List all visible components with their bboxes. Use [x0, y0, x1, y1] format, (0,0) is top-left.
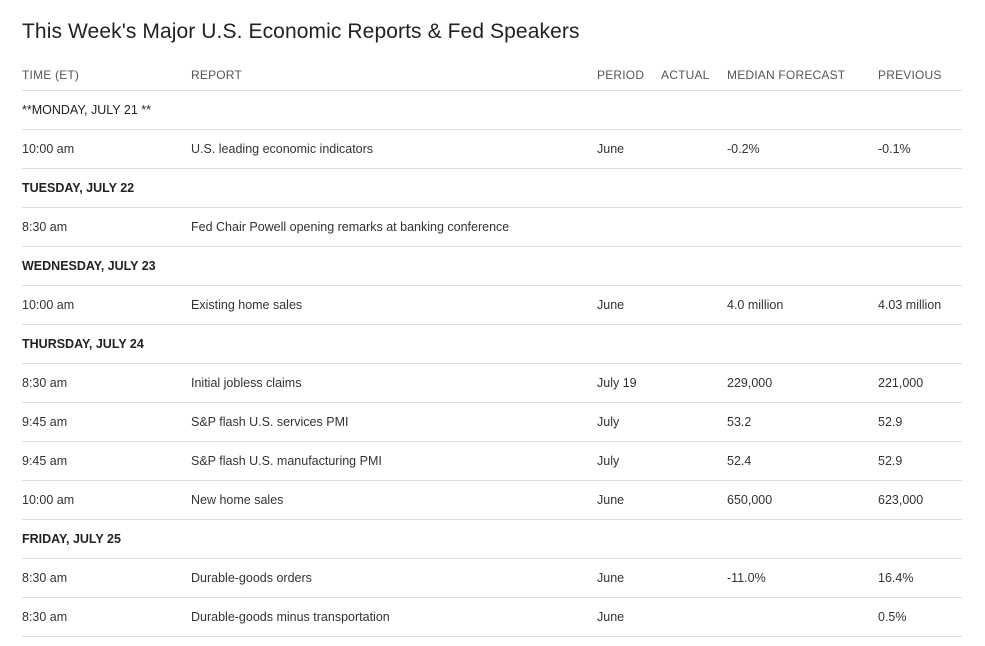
- cell-previous: 4.03 million: [878, 285, 962, 325]
- cell-median: 53.2: [727, 402, 878, 442]
- table-row: 9:45 am S&P flash U.S. manufacturing PMI J…: [22, 441, 962, 481]
- cell-actual: [661, 558, 727, 598]
- column-header-period: PERIOD: [597, 59, 661, 91]
- table-row: 10:00 am Existing home sales June 4.0 milli…: [22, 285, 962, 325]
- cell-time: 8:30 am: [22, 597, 191, 637]
- cell-period: June: [597, 129, 661, 169]
- economic-reports-table: TIME (ET) REPORT PERIOD ACTUAL MEDIAN FO…: [22, 59, 962, 637]
- cell-period: June: [597, 285, 661, 325]
- day-label: FRIDAY, JULY 25: [22, 519, 962, 559]
- column-header-actual: ACTUAL: [661, 59, 727, 91]
- cell-report: Initial jobless claims: [191, 363, 597, 403]
- cell-report: Durable-goods minus transportation: [191, 597, 597, 637]
- cell-previous: 16.4%: [878, 558, 962, 598]
- cell-report: U.S. leading economic indicators: [191, 129, 597, 169]
- table-row: 10:00 am U.S. leading economic indicators…: [22, 129, 962, 169]
- cell-median: 650,000: [727, 480, 878, 520]
- cell-time: 10:00 am: [22, 285, 191, 325]
- cell-previous: 0.5%: [878, 597, 962, 637]
- cell-actual: [661, 480, 727, 520]
- day-label: WEDNESDAY, JULY 23: [22, 246, 962, 286]
- day-header-row: WEDNESDAY, JULY 23: [22, 246, 962, 286]
- cell-median: -0.2%: [727, 129, 878, 169]
- cell-time: 10:00 am: [22, 480, 191, 520]
- day-header-row: **MONDAY, JULY 21 **: [22, 90, 962, 130]
- cell-median: 229,000: [727, 363, 878, 403]
- cell-previous: 52.9: [878, 441, 962, 481]
- cell-actual: [661, 441, 727, 481]
- cell-report: S&P flash U.S. services PMI: [191, 402, 597, 442]
- cell-median: 4.0 million: [727, 285, 878, 325]
- cell-period: July 19: [597, 363, 661, 403]
- table-row: 9:45 am S&P flash U.S. services PMI July 53…: [22, 402, 962, 442]
- day-label: THURSDAY, JULY 24: [22, 324, 962, 364]
- table-header-row: TIME (ET) REPORT PERIOD ACTUAL MEDIAN FO…: [22, 59, 962, 91]
- page-title: This Week's Major U.S. Economic Reports …: [22, 20, 580, 43]
- cell-actual: [661, 285, 727, 325]
- cell-median: [727, 207, 878, 247]
- table-row: 8:30 am Initial jobless claims July 19 229,…: [22, 363, 962, 403]
- cell-median: 52.4: [727, 441, 878, 481]
- cell-period: [597, 207, 661, 247]
- cell-actual: [661, 597, 727, 637]
- cell-period: July: [597, 441, 661, 481]
- cell-report: New home sales: [191, 480, 597, 520]
- day-header-row: FRIDAY, JULY 25: [22, 519, 962, 559]
- cell-time: 9:45 am: [22, 402, 191, 442]
- cell-actual: [661, 363, 727, 403]
- column-header-time: TIME (ET): [22, 59, 191, 91]
- cell-time: 9:45 am: [22, 441, 191, 481]
- day-label: TUESDAY, JULY 22: [22, 168, 962, 208]
- cell-report: Existing home sales: [191, 285, 597, 325]
- cell-report: Durable-goods orders: [191, 558, 597, 598]
- table-row: 8:30 am Fed Chair Powell opening remarks …: [22, 207, 962, 247]
- cell-previous: 52.9: [878, 402, 962, 442]
- cell-actual: [661, 129, 727, 169]
- cell-period: June: [597, 558, 661, 598]
- cell-period: June: [597, 480, 661, 520]
- cell-report: Fed Chair Powell opening remarks at bank…: [191, 207, 597, 247]
- day-header-row: THURSDAY, JULY 24: [22, 324, 962, 364]
- column-header-report: REPORT: [191, 59, 597, 91]
- cell-period: June: [597, 597, 661, 637]
- cell-time: 8:30 am: [22, 363, 191, 403]
- cell-median: -11.0%: [727, 558, 878, 598]
- cell-previous: [878, 207, 962, 247]
- table-row: 10:00 am New home sales June 650,000 623,000: [22, 480, 962, 520]
- cell-previous: 221,000: [878, 363, 962, 403]
- table-body: **MONDAY, JULY 21 ** 10:00 am U.S. leading…: [22, 90, 962, 637]
- table-row: 8:30 am Durable-goods orders June -11.0% 16.…: [22, 558, 962, 598]
- cell-report: S&P flash U.S. manufacturing PMI: [191, 441, 597, 481]
- cell-actual: [661, 207, 727, 247]
- cell-actual: [661, 402, 727, 442]
- day-label: **MONDAY, JULY 21 **: [22, 90, 962, 130]
- cell-time: 8:30 am: [22, 207, 191, 247]
- cell-previous: -0.1%: [878, 129, 962, 169]
- cell-period: July: [597, 402, 661, 442]
- column-header-median-forecast: MEDIAN FORECAST: [727, 59, 878, 91]
- table-row: 8:30 am Durable-goods minus transportatio…: [22, 597, 962, 637]
- column-header-previous: PREVIOUS: [878, 59, 962, 91]
- cell-time: 8:30 am: [22, 558, 191, 598]
- day-header-row: TUESDAY, JULY 22: [22, 168, 962, 208]
- cell-previous: 623,000: [878, 480, 962, 520]
- cell-time: 10:00 am: [22, 129, 191, 169]
- cell-median: [727, 597, 878, 637]
